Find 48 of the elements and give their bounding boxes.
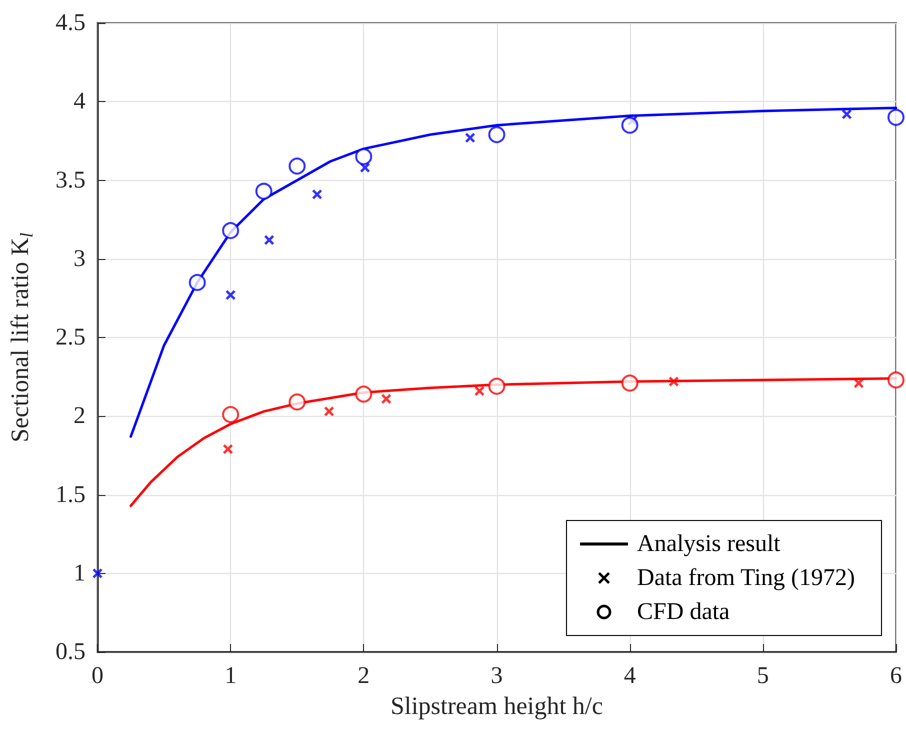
point (464, 132, 476, 144)
point (474, 386, 485, 396)
point (381, 394, 392, 404)
point (324, 406, 334, 417)
point (360, 162, 370, 173)
y-tick-label: 3.5 (56, 167, 86, 194)
point (888, 108, 904, 126)
point (255, 182, 272, 200)
point (668, 376, 679, 387)
y-tick-label: 3 (74, 246, 86, 272)
point (188, 274, 206, 291)
point (288, 393, 306, 410)
point (488, 126, 506, 144)
annotation: Data from Ting (1972) (637, 564, 855, 592)
y-tick-label: 1.5 (56, 482, 86, 508)
point (225, 290, 236, 300)
annotation: CFD data (637, 598, 730, 626)
point (621, 374, 638, 392)
point (621, 116, 638, 134)
y-axis-title: Sectional lift ratio Kl (7, 232, 36, 442)
legend-box: Analysis result Data from Ting (1972) CFD data (566, 520, 882, 636)
x-tick-label: 1 (224, 663, 237, 689)
y-tick-label: 0.5 (56, 639, 86, 665)
x-tick-label: 3 (490, 663, 503, 689)
point (222, 444, 234, 454)
point (312, 189, 322, 200)
y-tick-label: 2.5 (56, 324, 86, 350)
y-tick-label: 4.5 (56, 10, 86, 36)
x-tick-label: 5 (756, 663, 769, 689)
point (222, 406, 240, 424)
y-tick-label: 4 (74, 88, 86, 115)
point (288, 158, 306, 175)
point (264, 234, 274, 246)
x-tick-label: 4 (624, 663, 636, 689)
x-axis-title: Slipstream height h/c (390, 693, 603, 720)
point (222, 222, 240, 240)
x-tick-label: 0 (92, 663, 104, 689)
point (92, 568, 103, 579)
point (888, 371, 904, 388)
point (842, 108, 852, 120)
annotation: Analysis result (637, 530, 780, 558)
point (355, 148, 372, 166)
x-tick-label: 6 (890, 663, 902, 689)
point (355, 386, 372, 403)
x-tick-label: 2 (358, 663, 370, 689)
y-tick-label: 1 (74, 560, 86, 586)
y-tick-label: 2 (74, 403, 86, 430)
point (488, 378, 506, 395)
